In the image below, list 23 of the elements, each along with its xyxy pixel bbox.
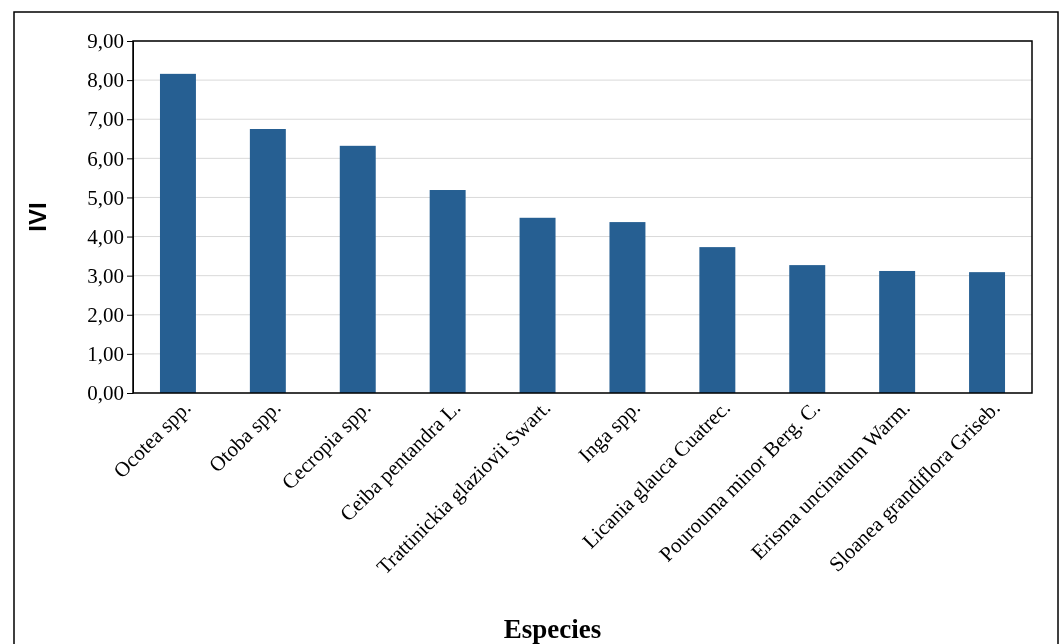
y-tick-label: 5,00 — [87, 185, 124, 210]
y-tick-label: 8,00 — [87, 68, 124, 93]
y-tick-label: 3,00 — [87, 263, 124, 288]
y-tick-label: 9,00 — [87, 29, 124, 54]
y-tick-label: 1,00 — [87, 342, 124, 367]
bar — [249, 129, 286, 393]
x-axis-title: Especies — [503, 614, 602, 644]
bar — [969, 272, 1006, 393]
bar — [519, 217, 556, 393]
bar — [429, 190, 466, 393]
bar — [339, 145, 376, 393]
bar — [789, 265, 826, 393]
y-tick-label: 6,00 — [87, 146, 124, 171]
bar — [879, 270, 916, 393]
y-tick-label: 0,00 — [87, 381, 124, 406]
y-tick-label: 4,00 — [87, 224, 124, 249]
bar — [699, 247, 736, 393]
bar — [159, 73, 196, 393]
y-axis-title: IVI — [24, 202, 51, 232]
bar — [609, 222, 646, 393]
y-tick-label: 2,00 — [87, 303, 124, 327]
y-tick-label: 7,00 — [87, 107, 124, 132]
x-tick-label: Inga spp. — [573, 395, 646, 468]
